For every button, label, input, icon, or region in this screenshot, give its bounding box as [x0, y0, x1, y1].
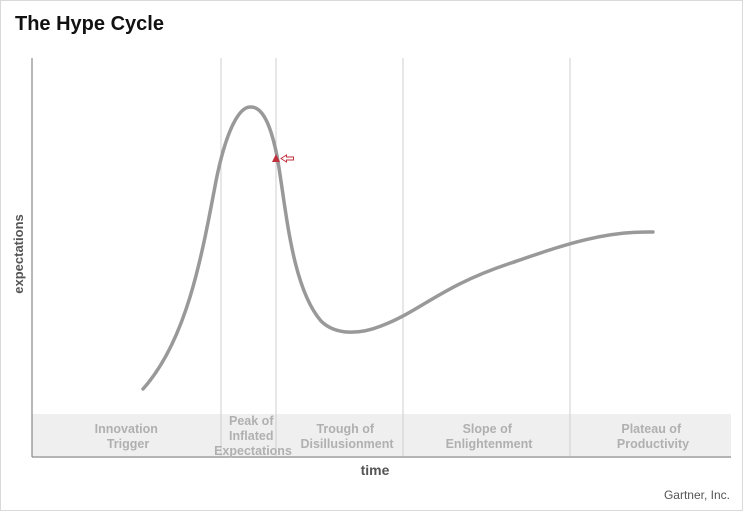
x-axis-label: time: [361, 462, 390, 478]
phase-band: [32, 414, 731, 456]
phase-label-plateau-of-productivity: Plateau of Productivity: [617, 422, 689, 451]
phase-label-peak-of-inflated-expectations: Peak of Inflated Expectations: [214, 414, 292, 458]
left-arrow-icon: [280, 154, 294, 163]
phase-label-slope-of-enlightenment: Slope of Enlightenment: [446, 422, 534, 451]
source-credit: Gartner, Inc.: [664, 488, 730, 502]
y-axis-label: expectations: [11, 214, 26, 293]
phase-label-innovation-trigger: Innovation Trigger: [95, 422, 162, 451]
chart-title: The Hype Cycle: [15, 13, 164, 35]
red-triangle-icon: [272, 154, 280, 162]
hype-curve: [141, 105, 655, 391]
phase-label-trough-of-disillusionment: Trough of Disillusionment: [300, 422, 394, 451]
